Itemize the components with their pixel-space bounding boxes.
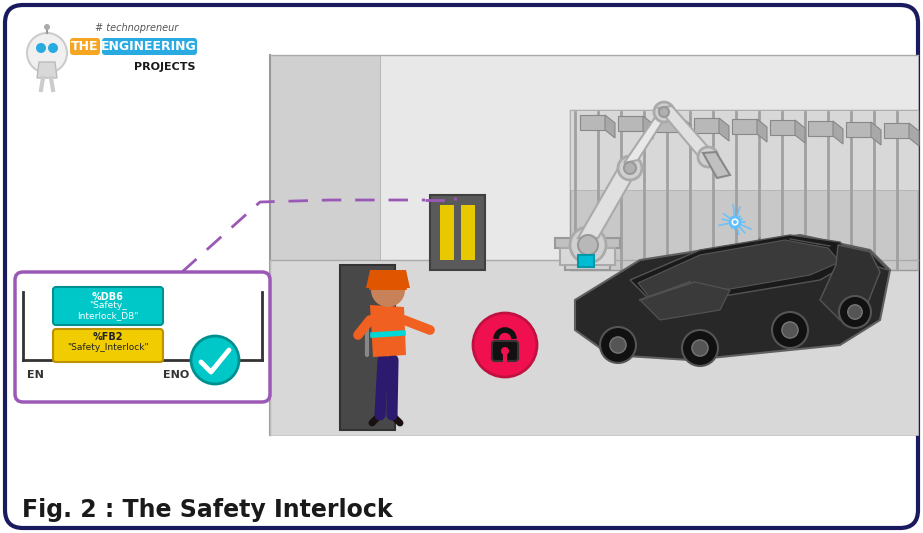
Circle shape [473, 313, 537, 377]
Text: ENGINEERING: ENGINEERING [102, 41, 197, 53]
Text: ENO: ENO [163, 370, 189, 380]
Text: # technopreneur: # technopreneur [95, 23, 178, 33]
Polygon shape [909, 123, 919, 146]
Circle shape [36, 43, 46, 53]
Polygon shape [638, 240, 840, 298]
Circle shape [839, 296, 871, 328]
Text: "Safety_: "Safety_ [90, 301, 126, 310]
Circle shape [733, 220, 737, 224]
Polygon shape [846, 122, 871, 137]
Polygon shape [570, 110, 918, 270]
Polygon shape [884, 123, 909, 138]
FancyBboxPatch shape [70, 38, 100, 55]
Polygon shape [643, 116, 653, 139]
Polygon shape [270, 55, 380, 430]
Circle shape [848, 305, 862, 319]
Polygon shape [555, 238, 620, 248]
Polygon shape [618, 116, 643, 131]
Polygon shape [37, 62, 57, 78]
Circle shape [27, 33, 67, 73]
FancyBboxPatch shape [53, 287, 163, 325]
Polygon shape [640, 282, 730, 320]
Polygon shape [366, 270, 410, 288]
Text: %DB6: %DB6 [92, 292, 124, 302]
Polygon shape [719, 118, 729, 141]
Circle shape [44, 24, 50, 30]
Circle shape [501, 347, 509, 355]
Circle shape [48, 43, 58, 53]
Text: Interlock_DB": Interlock_DB" [78, 311, 138, 320]
Text: %FB2: %FB2 [92, 332, 124, 342]
Circle shape [578, 235, 598, 255]
Circle shape [570, 227, 606, 263]
Polygon shape [570, 110, 918, 190]
Polygon shape [808, 121, 833, 136]
Circle shape [730, 217, 740, 227]
Circle shape [191, 336, 239, 384]
Circle shape [600, 327, 636, 363]
Polygon shape [580, 115, 605, 130]
Bar [461, 205, 475, 260]
Circle shape [654, 102, 674, 122]
Polygon shape [795, 120, 805, 143]
Text: PROJECTS: PROJECTS [134, 62, 196, 72]
Text: THE: THE [71, 41, 99, 53]
Circle shape [618, 156, 642, 180]
Polygon shape [732, 119, 757, 134]
Polygon shape [820, 245, 880, 320]
Circle shape [610, 337, 626, 353]
Polygon shape [578, 165, 640, 238]
Polygon shape [575, 235, 890, 360]
Polygon shape [871, 122, 881, 145]
Polygon shape [757, 119, 767, 142]
Polygon shape [833, 121, 843, 144]
Circle shape [682, 330, 718, 366]
Polygon shape [838, 245, 888, 270]
Polygon shape [694, 118, 719, 133]
Polygon shape [370, 305, 406, 357]
Circle shape [692, 340, 708, 356]
FancyBboxPatch shape [53, 329, 163, 362]
Circle shape [659, 107, 669, 117]
FancyBboxPatch shape [5, 5, 918, 528]
Text: Fig. 2 : The Safety Interlock: Fig. 2 : The Safety Interlock [22, 498, 392, 522]
FancyBboxPatch shape [15, 272, 270, 402]
Polygon shape [605, 115, 615, 138]
Polygon shape [340, 265, 395, 430]
Polygon shape [770, 120, 795, 135]
Polygon shape [560, 248, 615, 265]
Bar [440, 205, 454, 260]
Circle shape [624, 162, 636, 174]
Polygon shape [565, 240, 610, 270]
Polygon shape [624, 110, 670, 163]
Circle shape [371, 273, 405, 307]
Polygon shape [658, 106, 715, 158]
Polygon shape [630, 235, 855, 300]
Circle shape [772, 312, 808, 348]
Circle shape [782, 322, 798, 338]
Polygon shape [270, 260, 918, 435]
Polygon shape [270, 55, 918, 260]
FancyBboxPatch shape [492, 341, 518, 361]
Bar [578, 255, 594, 267]
Polygon shape [703, 152, 730, 178]
Polygon shape [681, 117, 691, 140]
Text: EN: EN [27, 370, 44, 380]
FancyBboxPatch shape [102, 38, 197, 55]
Circle shape [698, 147, 718, 167]
Text: "Safety_Interlock": "Safety_Interlock" [67, 343, 149, 352]
Polygon shape [369, 277, 407, 290]
Polygon shape [430, 195, 485, 270]
Polygon shape [656, 117, 681, 132]
